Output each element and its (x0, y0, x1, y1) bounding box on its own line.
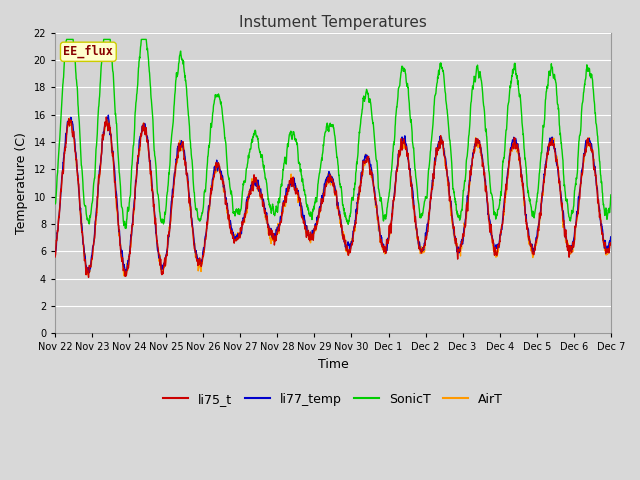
X-axis label: Time: Time (317, 358, 348, 371)
Text: EE_flux: EE_flux (63, 45, 113, 59)
Legend: li75_t, li77_temp, SonicT, AirT: li75_t, li77_temp, SonicT, AirT (158, 388, 508, 411)
Title: Instument Temperatures: Instument Temperatures (239, 15, 427, 30)
Y-axis label: Temperature (C): Temperature (C) (15, 132, 28, 234)
